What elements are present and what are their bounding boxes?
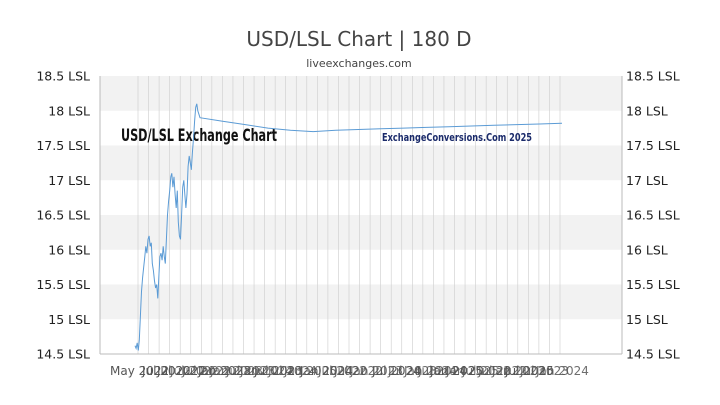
y-tick-label-left: 18 LSL	[48, 103, 90, 118]
plot-frame	[99, 76, 623, 355]
y-axis-right: 14.5 LSL 15 LSL 15.5 LSL 16 LSL 16.5 LSL 17 L…	[626, 69, 680, 362]
y-tick-label-left: 17 LSL	[48, 173, 90, 188]
series-line	[134, 103, 563, 351]
x-tick-label: Jul 2024	[371, 364, 421, 378]
y-tick-label-right: 16.5 LSL	[626, 208, 680, 223]
x-tick-label: Jan 2025	[283, 364, 337, 378]
x-tick-label: Jan 2024	[403, 364, 457, 378]
plot-band	[100, 215, 622, 250]
x-tick-label: Jan 2023	[209, 364, 263, 378]
y-tick-label-right: 14.5 LSL	[626, 347, 680, 362]
y-tick-label-right: 16 LSL	[626, 242, 668, 257]
y-tick-label-right: 18 LSL	[626, 103, 668, 118]
x-tick-label: Jan 2024	[239, 364, 293, 378]
x-tick-label: Jan 2023	[197, 364, 251, 378]
watermark-chart-name: USD/LSL Exchange Chart	[121, 126, 277, 146]
x-tick-label: Jul 2023	[519, 364, 569, 378]
x-tick-label: Jul 2022	[181, 364, 231, 378]
y-axis-left: 14.5 LSL 15 LSL 15.5 LSL 16 LSL 16.5 LSL 17 L…	[36, 69, 90, 362]
x-tick-label: Jan 2024	[535, 364, 589, 378]
plot-band	[100, 76, 622, 111]
x-tick-label: Jul 2022	[333, 364, 383, 378]
x-tick-label: Jul 2023	[253, 364, 303, 378]
y-tick-label-left: 14.5 LSL	[36, 347, 90, 362]
series-group	[134, 103, 563, 351]
x-tick-label: Jul 2022	[317, 364, 367, 378]
y-tick-label-left: 15 LSL	[48, 312, 90, 327]
x-tick-label: Jan 2025	[445, 364, 499, 378]
x-tick-label: Jul 2023	[387, 364, 437, 378]
plot-bands	[100, 76, 622, 320]
chart-title: USD/LSL Chart | 180 D	[246, 27, 471, 51]
y-tick-label-left: 16 LSL	[48, 242, 90, 257]
x-tick-label: Jul 2023	[225, 364, 275, 378]
x-tick-label: Jul 2024	[267, 364, 317, 378]
plot-band	[100, 284, 622, 320]
y-tick-label-right: 17.5 LSL	[626, 138, 680, 153]
y-tick-label-left: 17.5 LSL	[36, 138, 90, 153]
x-tick-label: Jul 2025	[504, 364, 554, 378]
x-tick-label: Jan 2023	[349, 364, 403, 378]
plot-band	[100, 145, 622, 181]
x-tick-label: Jul 2024	[417, 364, 467, 378]
x-tick-label: Jul 2022	[169, 364, 219, 378]
watermark-site: ExchangeConversions.Com 2025	[382, 131, 532, 144]
x-tick-label: Jan 2024	[299, 364, 353, 378]
x-tick-label: Jul 2022	[461, 364, 511, 378]
x-tick-label: Jan 2023	[491, 364, 545, 378]
y-tick-label-right: 18.5 LSL	[626, 69, 680, 84]
y-tick-label-left: 16.5 LSL	[36, 208, 90, 223]
x-tick-label: Jul 2022	[477, 364, 527, 378]
x-tick-label: Jan 2025	[429, 364, 483, 378]
x-tick-label: Jul 2022	[141, 364, 191, 378]
y-tick-label-left: 18.5 LSL	[36, 69, 90, 84]
vertical-gridlines	[137, 76, 561, 354]
chart-subtitle: liveexchanges.com	[306, 57, 411, 70]
y-tick-label-right: 15 LSL	[626, 312, 668, 327]
y-tick-label-left: 15.5 LSL	[36, 277, 90, 292]
x-tick-label: Jul 2022	[156, 364, 206, 378]
y-tick-label-right: 15.5 LSL	[626, 277, 680, 292]
y-tick-label-right: 17 LSL	[626, 173, 668, 188]
x-tick-label: May 2022	[110, 364, 169, 378]
